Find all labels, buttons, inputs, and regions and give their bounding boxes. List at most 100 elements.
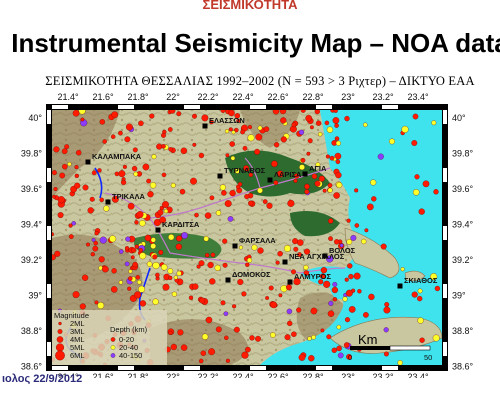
earthquake-dot [215, 210, 222, 216]
karla-plain [290, 210, 340, 237]
earthquake-dot [304, 183, 310, 190]
scale-zero: 0 [348, 353, 352, 362]
earthquake-dot [97, 302, 105, 309]
earthquake-dot [121, 177, 126, 182]
depth-label: 40-150 [119, 351, 142, 360]
earthquake-dot [170, 343, 177, 351]
earthquake-dot [168, 147, 173, 152]
earthquake-dot [246, 257, 253, 263]
earthquake-dot [99, 236, 107, 244]
earthquake-dot [371, 196, 377, 202]
map-subtitle: ΣΕΙΣΜΙΚΟΤΗΤΑ ΘΕΣΣΑΛΙΑΣ 1992–2002 (N = 59… [45, 74, 475, 88]
earthquake-dot [59, 172, 66, 179]
earthquake-dot [298, 354, 306, 361]
lat-tick-left: 39.4° [21, 220, 43, 230]
earthquake-dot [101, 265, 109, 273]
earthquake-dot [196, 264, 201, 269]
lat-tick-left: 40° [28, 113, 42, 123]
earthquake-dot [332, 297, 338, 302]
earthquake-dot [430, 273, 438, 281]
earthquake-dot [245, 346, 251, 353]
earthquake-dot [303, 264, 309, 271]
depth-label: 0-20 [119, 335, 134, 344]
magnitude-label: 4ML [70, 335, 85, 344]
earthquake-dot [61, 148, 68, 155]
earthquake-dot [136, 211, 144, 218]
lon-tick-bottom: 23.2° [372, 372, 394, 378]
earthquake-dot [334, 152, 342, 160]
earthquake-dot [331, 286, 339, 294]
earthquake-dot [173, 275, 178, 280]
earthquake-dot [297, 239, 304, 246]
earthquake-dot [347, 263, 353, 269]
earthquake-dot [280, 136, 287, 143]
lat-tick-left: 39.2° [21, 255, 43, 265]
earthquake-dot [149, 182, 157, 189]
earthquake-dot [220, 300, 226, 306]
earthquake-dot [208, 348, 216, 356]
earthquake-dot [229, 189, 236, 197]
lon-tick-bottom: 21.4° [57, 372, 79, 378]
earthquake-dot [266, 202, 273, 209]
lon-tick-top: 23.2° [372, 92, 394, 102]
earthquake-dot [296, 307, 302, 313]
earthquake-dot [305, 114, 313, 122]
lon-tick-bottom: 21.8° [127, 372, 149, 378]
earthquake-dot [286, 308, 293, 315]
earthquake-dot [124, 136, 131, 143]
earthquake-dot [111, 268, 117, 274]
earthquake-dot [255, 335, 261, 342]
earthquake-dot [80, 117, 85, 122]
earthquake-dot [285, 284, 292, 291]
earthquake-dot [207, 261, 214, 269]
earthquake-dot [431, 120, 437, 126]
earthquake-dot [292, 238, 299, 245]
earthquake-dot [309, 125, 314, 130]
lat-tick-right: 38.6° [452, 362, 474, 372]
earthquake-dot [134, 220, 139, 225]
earthquake-dot [275, 260, 280, 265]
earthquake-dot [389, 138, 395, 145]
town-label: ΒΟΛΟΣ [329, 246, 356, 255]
earthquake-dot [152, 261, 160, 270]
earthquake-dot [291, 122, 297, 128]
earthquake-dot [199, 297, 206, 304]
town-label: ΦΑΡΣΑΛΑ [239, 236, 276, 245]
earthquake-dot [198, 358, 204, 364]
earthquake-dot [75, 149, 82, 156]
earthquake-dot [176, 111, 182, 117]
earthquake-dot [54, 250, 61, 257]
earthquake-dot [383, 306, 391, 314]
earthquake-dot [111, 111, 119, 119]
earthquake-dot [334, 123, 339, 128]
lon-tick-top: 21.4° [57, 92, 79, 102]
earthquake-dot [230, 155, 236, 161]
earthquake-dot [332, 281, 338, 287]
earthquake-dot [417, 288, 423, 294]
earthquake-dot [114, 171, 120, 177]
lon-tick-bottom: 22.4° [232, 372, 254, 378]
earthquake-dot [366, 203, 374, 211]
earthquake-dot [319, 273, 326, 279]
earthquake-dot [318, 279, 324, 285]
frame-ticks [47, 105, 447, 370]
town-label: ΔΟΜΟΚΟΣ [232, 270, 271, 279]
earthquake-dot [344, 115, 350, 122]
earthquake-dot [307, 336, 312, 341]
earthquake-dot [225, 358, 230, 363]
earthquake-dot [146, 178, 151, 184]
earthquake-dot [161, 132, 166, 138]
earthquake-dot [240, 129, 245, 135]
earthquake-dot [170, 182, 176, 188]
earthquake-dot [322, 188, 327, 193]
earthquake-dot [291, 331, 297, 337]
earthquake-dot [192, 283, 199, 290]
earthquake-dot [336, 324, 342, 330]
earthquake-dot [67, 161, 72, 167]
earthquake-dot [167, 268, 174, 274]
earthquake-dot [162, 283, 170, 291]
earthquake-dot [118, 170, 126, 178]
earthquake-dot [68, 234, 74, 239]
town-label: ΚΑΛΑΜΠΑΚΑ [92, 152, 142, 161]
earthquake-dot [255, 133, 263, 141]
